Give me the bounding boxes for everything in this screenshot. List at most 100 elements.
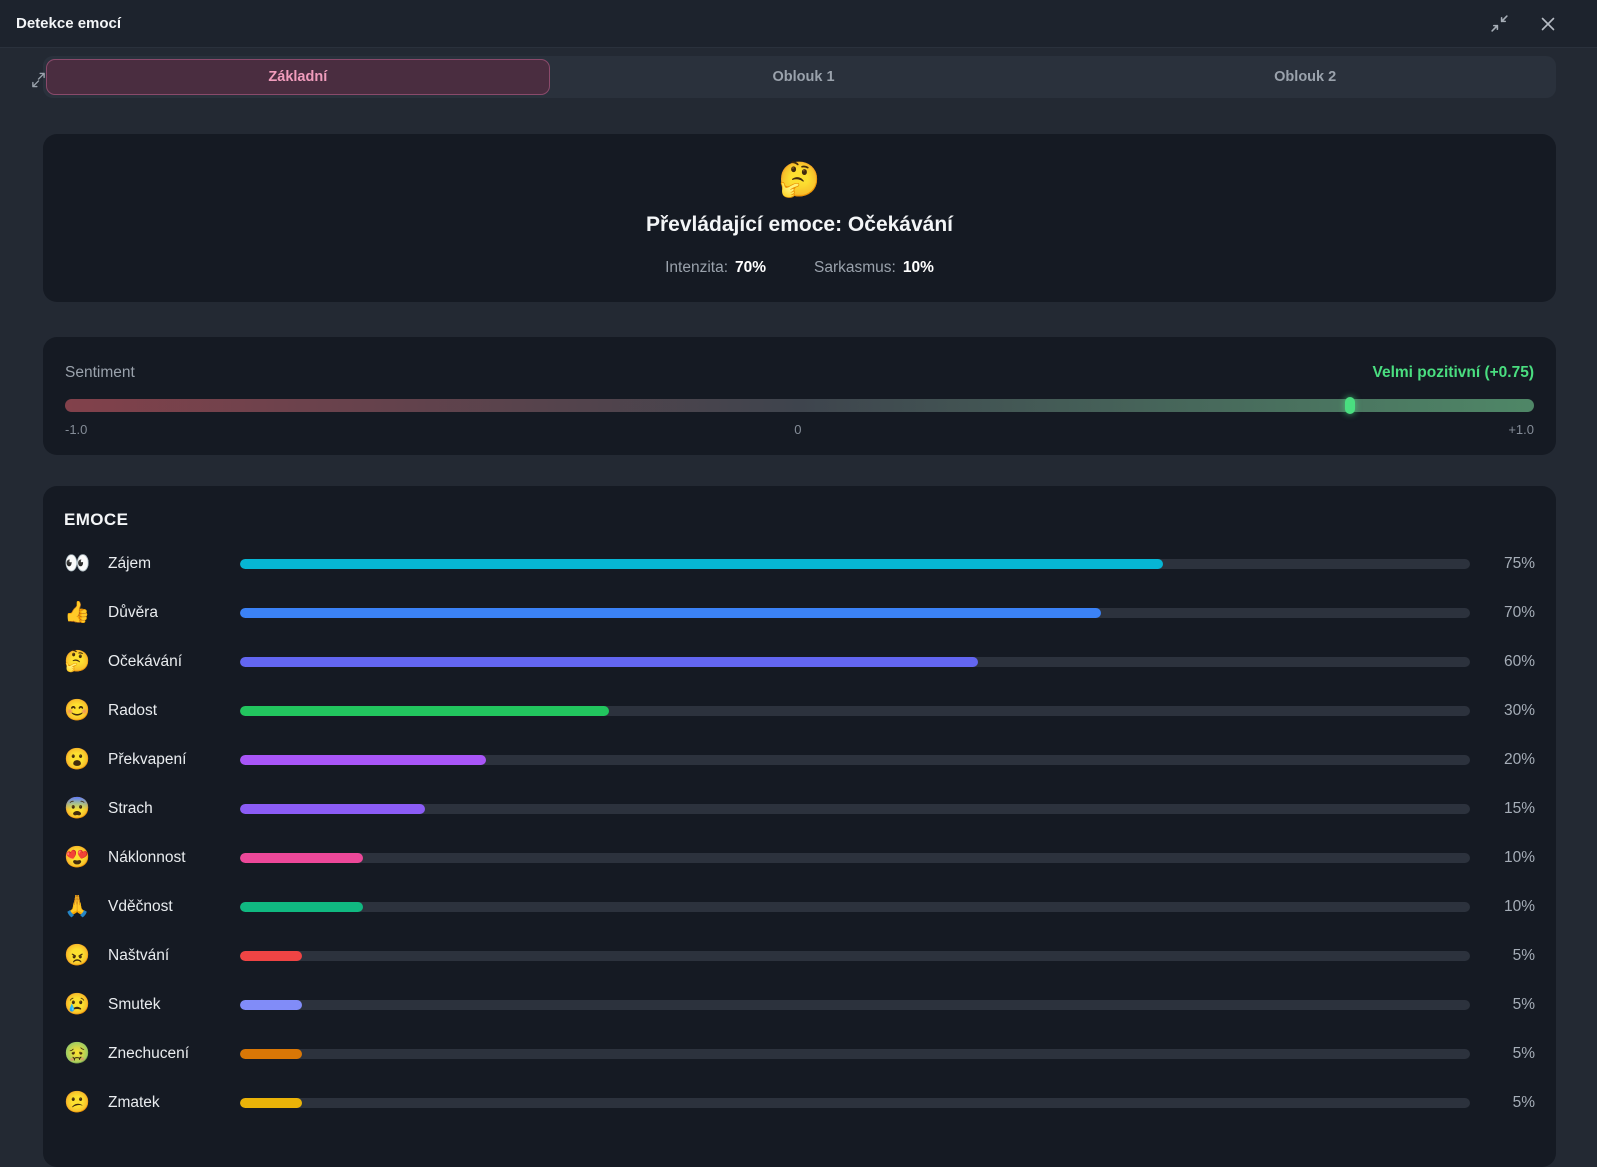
dominant-emotion-emoji: 🤔 xyxy=(778,161,821,199)
emotion-list: 👀 Zájem 75% 👍 Důvěra 70% 🤔 Očekávání 60%… xyxy=(64,539,1535,1127)
sentiment-marker xyxy=(1345,397,1356,414)
emotion-emoji: 😠 xyxy=(64,943,91,967)
tab-oblouk-1[interactable]: Oblouk 1 xyxy=(772,69,835,85)
emotion-emoji: 😨 xyxy=(64,796,91,820)
intensity-label: Intenzita: xyxy=(665,259,728,276)
emotion-bar-track xyxy=(240,803,1470,814)
emotion-percent: 75% xyxy=(1503,554,1535,572)
expand-icon[interactable] xyxy=(31,70,46,90)
emotion-percent: 60% xyxy=(1503,652,1535,670)
emotion-name: Náklonnost xyxy=(108,848,186,866)
sarcasm-label: Sarkasmus: xyxy=(814,259,896,276)
emotion-bar-track xyxy=(240,950,1470,961)
emotion-emoji: 😕 xyxy=(64,1090,91,1114)
sentiment-scale-max: +1.0 xyxy=(1508,422,1534,437)
emotion-percent: 15% xyxy=(1503,799,1535,817)
tab-zakladni[interactable]: Základní xyxy=(46,59,550,95)
emotion-name: Radost xyxy=(108,701,158,719)
emotion-name: Očekávání xyxy=(108,652,183,670)
sentiment-label: Sentiment xyxy=(65,364,135,381)
emotion-emoji: 🤔 xyxy=(64,649,91,673)
emotion-bar-fill xyxy=(240,1097,302,1108)
emotion-name: Zájem xyxy=(108,554,152,572)
emotion-emoji: 👍 xyxy=(64,600,91,624)
emotion-bar-track xyxy=(240,754,1470,765)
emotion-bar-fill xyxy=(240,950,302,961)
dominant-emotion-stats: Intenzita: 70% Sarkasmus: 10% xyxy=(43,259,1556,277)
emotion-percent: 10% xyxy=(1503,897,1535,915)
emotion-name: Smutek xyxy=(108,995,161,1013)
emotion-percent: 30% xyxy=(1503,701,1535,719)
dominant-emotion-title: Převládající emoce: Očekávání xyxy=(645,213,953,236)
emotion-bar-fill xyxy=(240,558,1163,569)
emotion-emoji: 😊 xyxy=(64,698,91,722)
emotion-row: 😊 Radost 30% xyxy=(64,686,1535,735)
emotion-emoji: 👀 xyxy=(64,551,91,575)
emotion-row: 😕 Zmatek 5% xyxy=(64,1078,1535,1127)
emotion-percent: 5% xyxy=(1512,946,1535,964)
emotion-bar-fill xyxy=(240,607,1101,618)
sentiment-gauge xyxy=(65,397,1534,414)
emotions-heading: EMOCE xyxy=(64,510,129,529)
emotion-row: 🤔 Očekávání 60% xyxy=(64,637,1535,686)
window-controls xyxy=(1488,12,1559,35)
emotion-bar-track xyxy=(240,1097,1470,1108)
tab-bar: Základní Oblouk 1 Oblouk 2 xyxy=(32,56,1556,98)
emotion-emoji: 😍 xyxy=(64,845,91,869)
sarcasm-stat: Sarkasmus: 10% xyxy=(814,259,934,277)
emotion-bar-fill xyxy=(240,999,302,1010)
emotion-percent: 5% xyxy=(1512,995,1535,1013)
emotion-row: 🤢 Znechucení 5% xyxy=(64,1029,1535,1078)
emotion-bar-track xyxy=(240,1048,1470,1059)
emotion-percent: 5% xyxy=(1512,1093,1535,1111)
emotion-bar-track xyxy=(240,656,1470,667)
emotion-name: Vděčnost xyxy=(108,897,173,915)
emotion-bar-track xyxy=(240,705,1470,716)
sarcasm-value: 10% xyxy=(902,259,934,276)
emotion-bar-fill xyxy=(240,754,486,765)
sentiment-value-label: Velmi pozitivní (+0.75) xyxy=(1372,364,1534,381)
emotion-bar-track xyxy=(240,999,1470,1010)
intensity-value: 70% xyxy=(735,259,767,276)
intensity-stat: Intenzita: 70% xyxy=(665,259,766,277)
emotion-name: Naštvání xyxy=(108,946,170,964)
emotion-bar-fill xyxy=(240,803,425,814)
emotion-name: Překvapení xyxy=(108,750,187,768)
emotion-bar-track xyxy=(240,558,1470,569)
sentiment-scale-mid: 0 xyxy=(794,422,802,437)
emotion-row: 🙏 Vděčnost 10% xyxy=(64,882,1535,931)
emotion-row: 😮 Překvapení 20% xyxy=(64,735,1535,784)
emotion-percent: 70% xyxy=(1503,603,1535,621)
emotion-name: Znechucení xyxy=(108,1044,189,1062)
emotion-name: Důvěra xyxy=(108,603,158,621)
emotion-name: Strach xyxy=(108,799,153,817)
emotion-bar-fill xyxy=(240,1048,302,1059)
sentiment-card: Sentiment Velmi pozitivní (+0.75) -1.0 0… xyxy=(43,337,1556,455)
sentiment-scale-min: -1.0 xyxy=(65,422,88,437)
close-icon[interactable] xyxy=(1537,13,1559,35)
tab-oblouk-2[interactable]: Oblouk 2 xyxy=(1274,69,1337,85)
collapse-icon[interactable] xyxy=(1488,12,1511,35)
emotion-bar-track xyxy=(240,607,1470,618)
sentiment-header: Sentiment Velmi pozitivní (+0.75) xyxy=(65,364,1534,382)
emotion-row: 👀 Zájem 75% xyxy=(64,539,1535,588)
window-title: Detekce emocí xyxy=(16,15,122,32)
titlebar: Detekce emocí xyxy=(0,0,1597,48)
emotion-row: 😍 Náklonnost 10% xyxy=(64,833,1535,882)
emotion-bar-track xyxy=(240,901,1470,912)
emotion-row: 😨 Strach 15% xyxy=(64,784,1535,833)
emotion-row: 😠 Naštvání 5% xyxy=(64,931,1535,980)
emotions-card: EMOCE 👀 Zájem 75% 👍 Důvěra 70% 🤔 Očekává… xyxy=(43,486,1556,1167)
emotion-bar-fill xyxy=(240,901,363,912)
emotion-row: 😢 Smutek 5% xyxy=(64,980,1535,1029)
emotion-bar-fill xyxy=(240,656,978,667)
emotion-name: Zmatek xyxy=(108,1093,160,1111)
emotion-percent: 5% xyxy=(1512,1044,1535,1062)
emotion-row: 👍 Důvěra 70% xyxy=(64,588,1535,637)
sentiment-scale: -1.0 0 +1.0 xyxy=(65,422,1534,437)
emotion-bar-track xyxy=(240,852,1470,863)
dominant-emotion-card: 🤔 Převládající emoce: Očekávání Intenzit… xyxy=(43,134,1556,302)
emotion-percent: 20% xyxy=(1503,750,1535,768)
emotion-bar-fill xyxy=(240,705,609,716)
